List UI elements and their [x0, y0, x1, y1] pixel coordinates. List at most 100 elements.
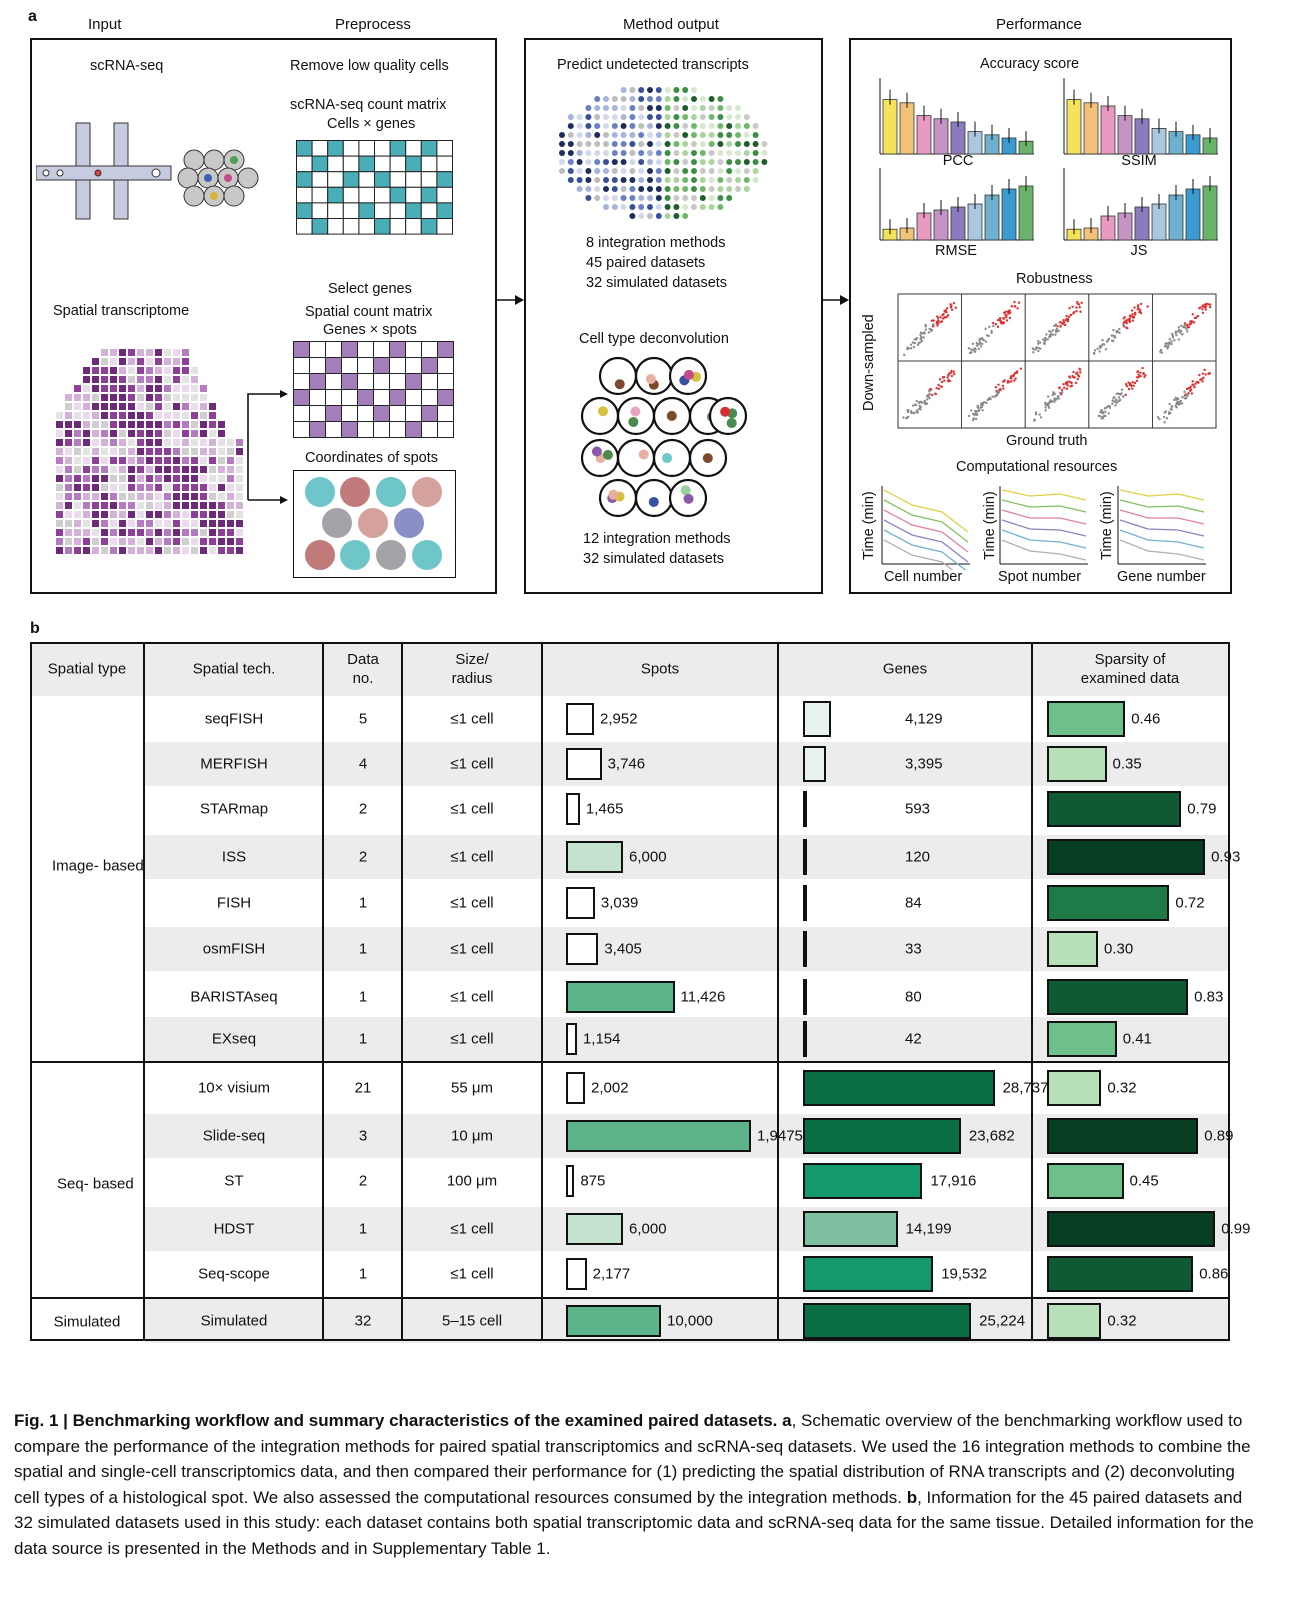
- transcript-dot: [699, 141, 706, 147]
- section-method-title: Method output: [623, 16, 719, 33]
- tissue-spot: [200, 448, 207, 455]
- tissue-spot: [92, 502, 99, 509]
- size-cell: ≤1 cell: [450, 1220, 494, 1238]
- transcript-dot: [664, 96, 671, 102]
- tissue-spot: [137, 376, 144, 383]
- tissue-spot: [182, 466, 189, 473]
- cell-type-dot: [597, 406, 608, 417]
- tissue-spot: [164, 484, 171, 491]
- tissue-spot: [191, 493, 198, 500]
- transcript-dot: [585, 114, 592, 120]
- scatter-point: [997, 383, 1000, 386]
- scatter-point: [905, 417, 908, 420]
- scatter-point: [991, 321, 995, 325]
- transcript-dot: [673, 96, 680, 102]
- tissue-spot: [155, 502, 162, 509]
- tissue-spot: [209, 475, 216, 482]
- transcript-dot: [673, 213, 680, 219]
- transcript-dot: [655, 159, 662, 165]
- scatter-point: [1013, 379, 1016, 382]
- tissue-spot: [236, 493, 243, 500]
- scatter-point: [1065, 314, 1068, 318]
- transcript-dot: [567, 159, 574, 165]
- tissue-spot: [83, 421, 90, 428]
- transcript-dot: [603, 186, 609, 192]
- tissue-spot: [173, 439, 180, 446]
- spots-bar: [566, 1072, 586, 1104]
- transcript-dot: [647, 105, 653, 111]
- tissue-spot: [119, 529, 126, 536]
- tech-cell: osmFISH: [202, 940, 266, 958]
- scatter-point: [983, 400, 986, 404]
- transcript-dot: [638, 186, 645, 192]
- scatter-point: [1174, 332, 1177, 335]
- scatter-point: [909, 410, 913, 413]
- scatter-point: [978, 341, 982, 344]
- transcript-dot: [735, 177, 741, 183]
- tissue-spot: [200, 493, 207, 500]
- transcript-dot: [682, 123, 689, 129]
- scatter-point: [1159, 348, 1163, 352]
- transcript-dot: [647, 87, 653, 93]
- scatter-point: [1047, 404, 1050, 407]
- tissue-spot: [110, 367, 117, 374]
- tissue-spot: [101, 394, 108, 401]
- scatter-point: [1009, 375, 1013, 378]
- scatter-point: [967, 414, 971, 418]
- tissue-spot: [101, 520, 108, 527]
- group-simulated: Simulated: [53, 1313, 121, 1331]
- tissue-spot: [137, 349, 144, 356]
- tissue-spot: [119, 457, 126, 464]
- scatter-point: [939, 385, 942, 388]
- tissue-spot: [182, 385, 189, 392]
- scatter-point: [924, 328, 928, 331]
- table-left-line: [30, 642, 32, 1341]
- figure-caption: Fig. 1 | Benchmarking workflow and summa…: [14, 1408, 1264, 1561]
- tissue-spot: [146, 376, 153, 383]
- tissue-spot: [236, 466, 243, 473]
- scatter-point: [1107, 412, 1110, 415]
- genes-value: 593: [905, 800, 931, 818]
- scatter-panel: [1151, 360, 1217, 429]
- size-cell: ≤1 cell: [450, 755, 494, 773]
- tissue-spot: [65, 511, 72, 518]
- tissue-spot: [110, 376, 117, 383]
- scatter-point: [1183, 390, 1186, 394]
- tissue-spot: [227, 520, 234, 527]
- tissue-spot: [173, 358, 180, 365]
- scatter-point: [907, 415, 910, 419]
- scatter-point: [1170, 340, 1173, 343]
- scatter-point: [1176, 400, 1179, 404]
- scatter-point: [1183, 397, 1187, 400]
- scatter-point: [977, 409, 980, 413]
- tissue-spot: [56, 439, 63, 446]
- scatter-point: [1135, 379, 1139, 383]
- transcript-dot: [673, 123, 680, 129]
- transcript-dot: [647, 150, 653, 156]
- tissue-spot: [191, 529, 198, 536]
- tissue-spot: [137, 394, 144, 401]
- scatter-point: [1122, 325, 1126, 328]
- sparsity-value: 0.46: [1131, 710, 1161, 728]
- transcript-dot: [594, 195, 601, 201]
- scatter-point: [1064, 318, 1068, 322]
- tissue-spot: [110, 358, 117, 365]
- tissue-spot: [173, 349, 180, 356]
- sparsity-bar: [1047, 1303, 1102, 1339]
- scatter-point: [1202, 376, 1205, 379]
- tissue-spot: [56, 457, 63, 464]
- column-line: [1031, 642, 1033, 1341]
- tissue-spot: [146, 538, 153, 545]
- scatter-point: [909, 343, 913, 346]
- tissue-spot: [101, 529, 108, 536]
- tissue-spot: [74, 412, 81, 419]
- tissue-spot: [182, 475, 189, 482]
- scatter-point: [920, 339, 923, 343]
- scatter-point: [1117, 392, 1120, 395]
- tissue-spot: [155, 394, 162, 401]
- tissue-spot: [164, 502, 171, 509]
- scatter-point: [978, 339, 981, 342]
- scatter-point: [1034, 411, 1038, 414]
- tissue-spot: [110, 457, 117, 464]
- transcript-dot: [673, 159, 680, 165]
